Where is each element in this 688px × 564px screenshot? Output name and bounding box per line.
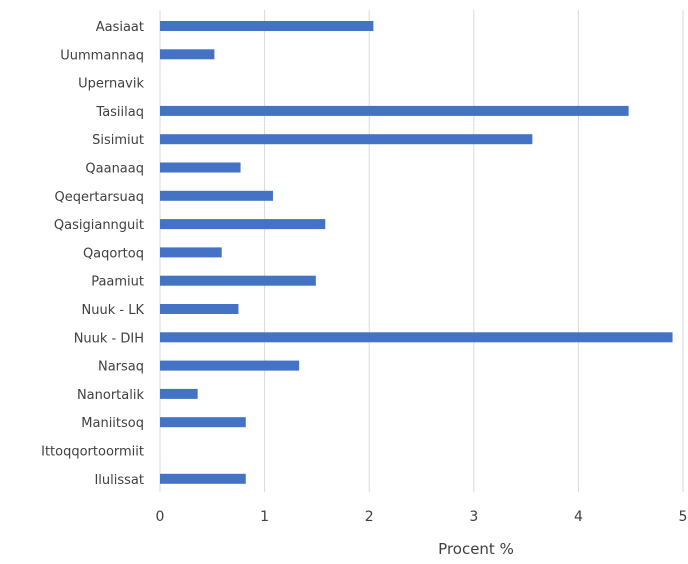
category-label: Maniitsoq — [81, 416, 144, 431]
x-axis-title: Procent % — [438, 540, 514, 558]
bar — [160, 219, 326, 230]
category-label: Nuuk - LK — [82, 303, 145, 318]
bar — [160, 360, 300, 371]
bar — [160, 190, 273, 201]
category-label: Sisimiut — [92, 133, 144, 148]
bar — [160, 417, 246, 428]
x-tick-label: 1 — [260, 509, 269, 525]
x-tick-label: 4 — [574, 509, 583, 525]
bar — [160, 105, 629, 116]
bar — [160, 275, 316, 286]
category-label: Upernavik — [78, 77, 144, 92]
category-label: Nanortalik — [77, 388, 145, 403]
bar — [160, 473, 246, 484]
category-label: Qaqortoq — [83, 246, 144, 261]
bar — [160, 388, 198, 399]
bar — [160, 21, 374, 31]
x-tick-label: 0 — [156, 509, 165, 525]
category-labels: Aasiaat Uummannaq Upernavik Tasiilaq Sisimiu… — [41, 20, 144, 488]
category-label: Narsaq — [98, 360, 144, 375]
category-label: Nuuk - DIH — [74, 331, 144, 346]
bar — [160, 247, 222, 258]
category-label: Qasigiannguit — [54, 218, 144, 233]
bar — [160, 332, 673, 343]
x-tick-labels: 0 1 2 3 4 5 — [156, 509, 688, 525]
category-label: Ittoqqortoormiit — [41, 445, 144, 460]
category-label: Ilulissat — [94, 473, 144, 488]
category-label: Uummannaq — [60, 48, 144, 63]
bar — [160, 49, 215, 60]
bar — [160, 134, 533, 145]
x-tick-label: 2 — [365, 509, 374, 525]
category-label: Aasiaat — [96, 20, 144, 35]
x-tick-label: 3 — [469, 509, 478, 525]
category-label: Tasiilaq — [95, 105, 144, 120]
category-label: Qeqertarsuaq — [55, 190, 144, 205]
bar — [160, 304, 239, 314]
category-label: Qaanaaq — [85, 162, 144, 177]
bar — [160, 162, 241, 173]
gridlines — [159, 10, 684, 492]
category-label: Paamiut — [91, 275, 144, 290]
x-tick-label: 5 — [679, 509, 688, 525]
bars — [160, 21, 673, 484]
